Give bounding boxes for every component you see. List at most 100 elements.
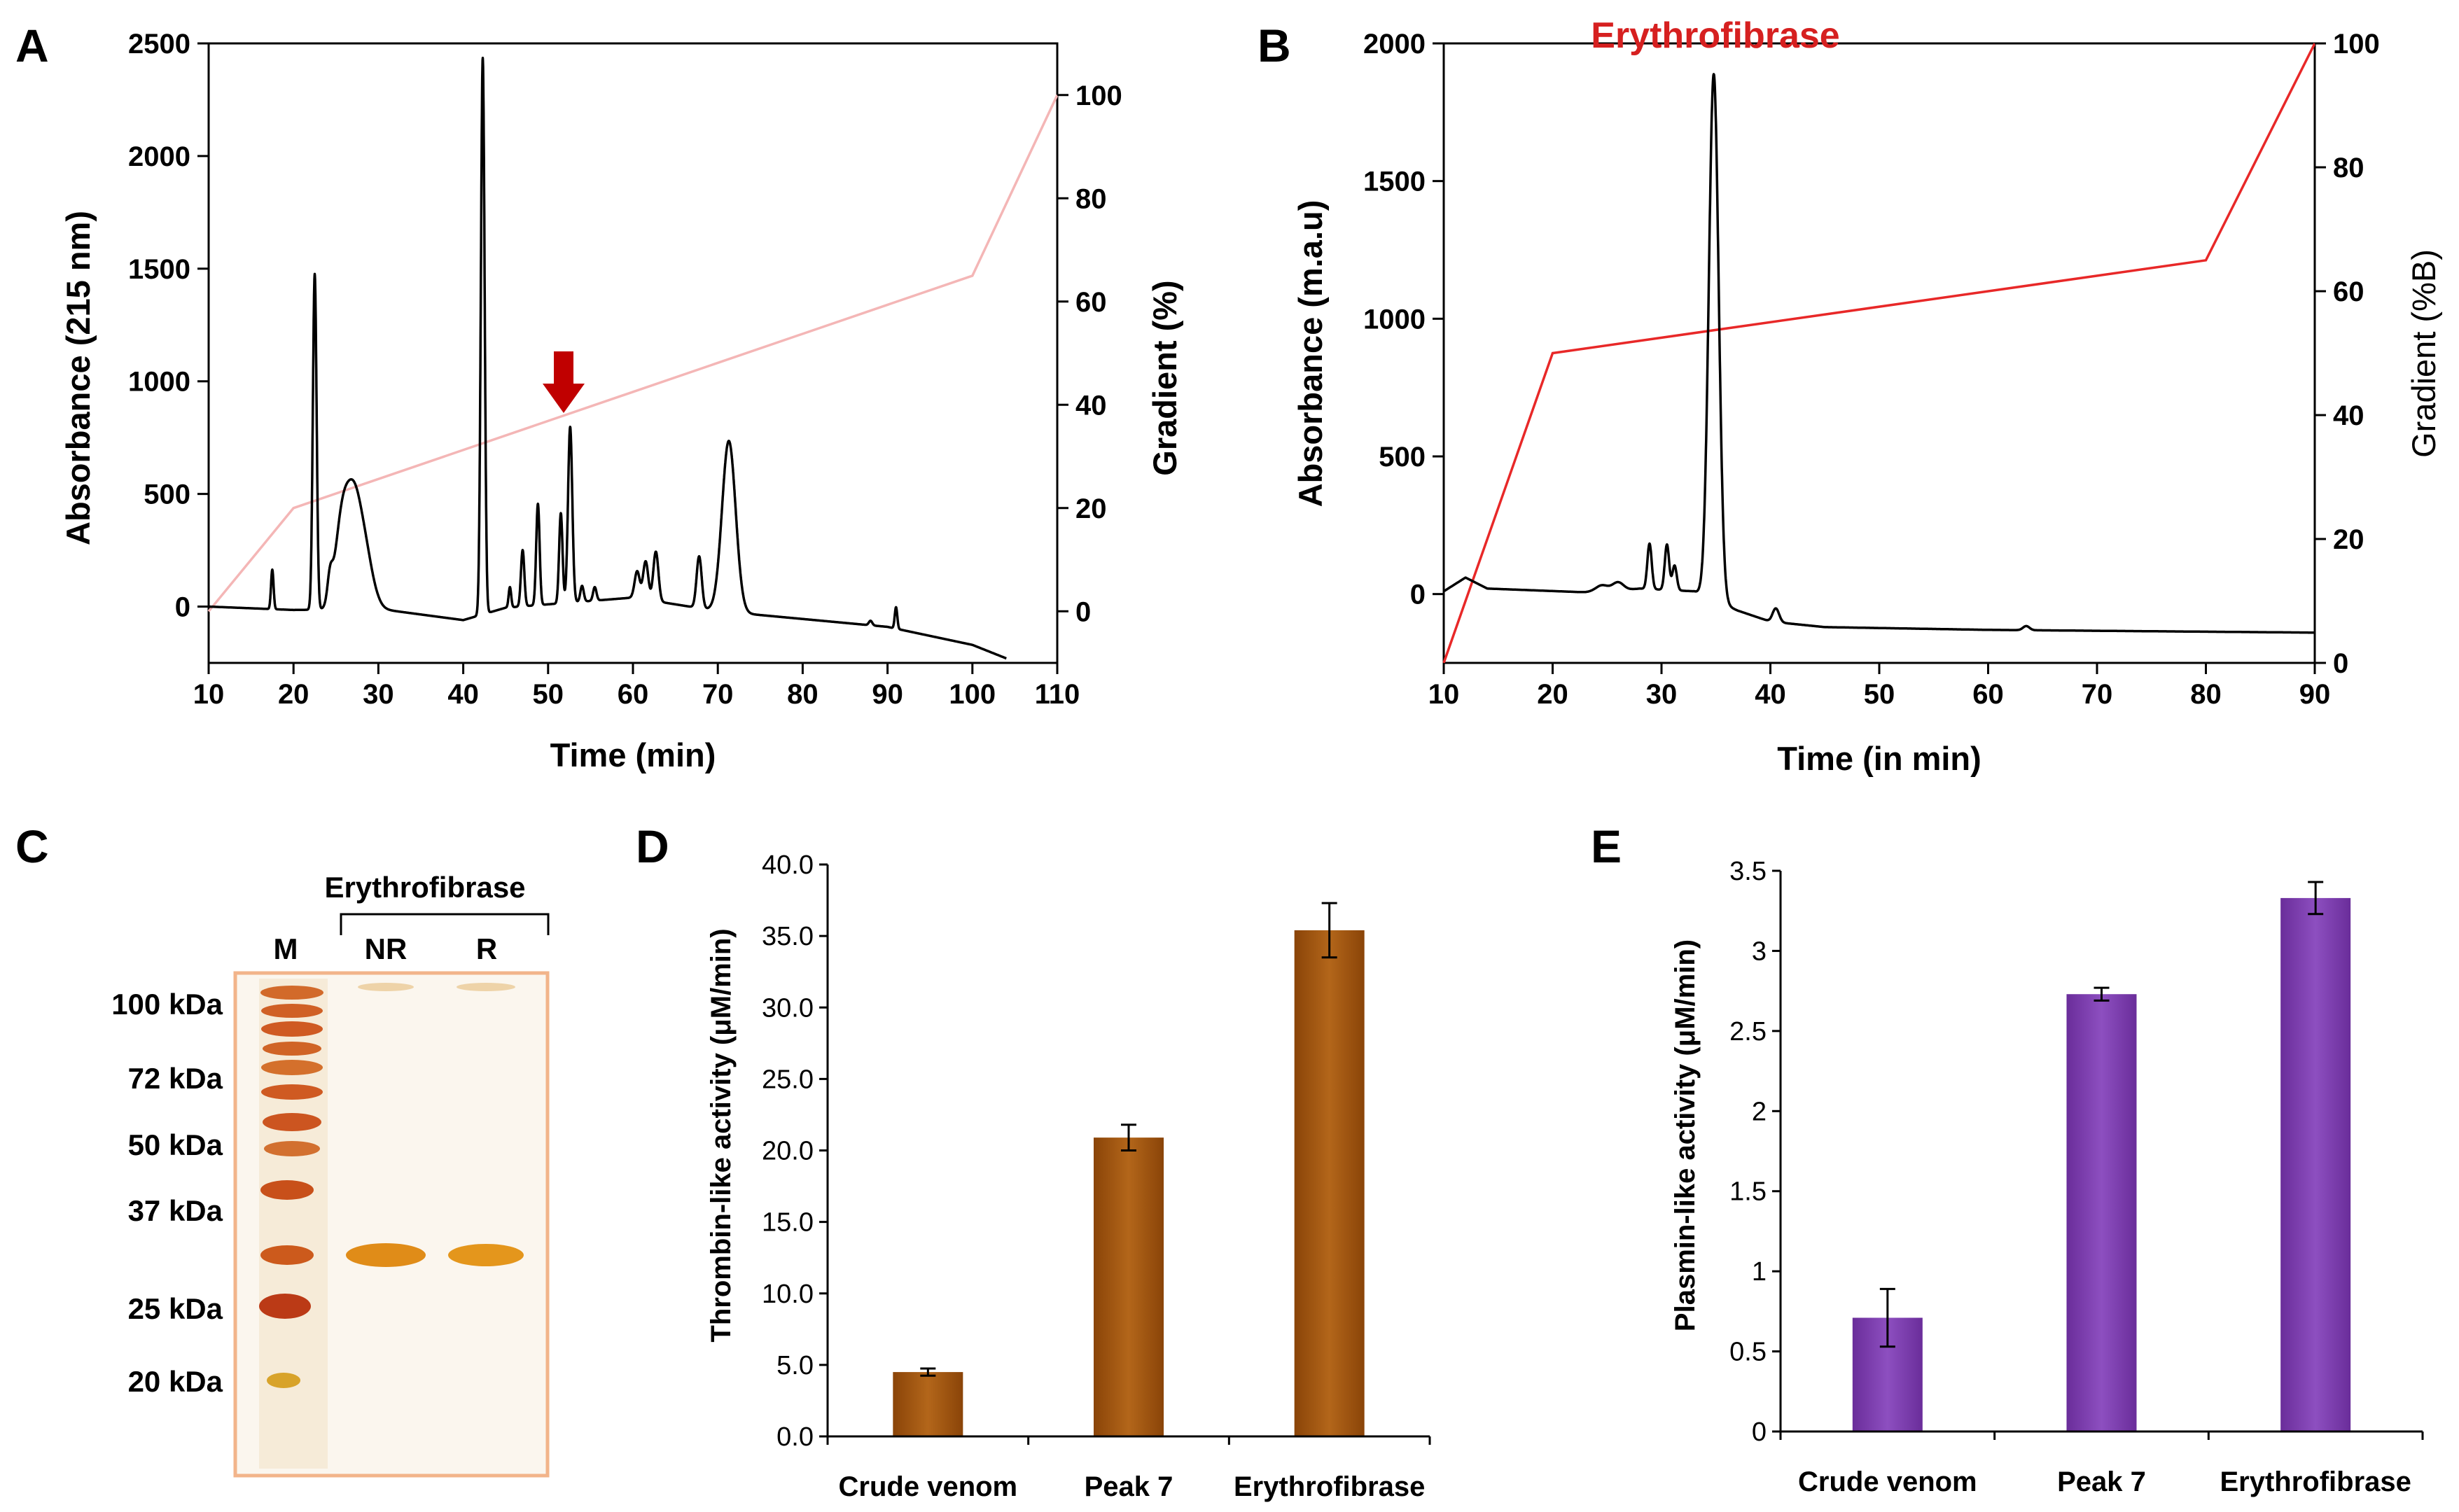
y-tick-label-d: 10.0: [762, 1280, 814, 1309]
y-tick-label-e: 3: [1752, 937, 1767, 966]
panel-letter-d: D: [636, 820, 669, 872]
y-tick-label-d: 15.0: [762, 1208, 814, 1238]
category-label-e: Erythrofibrase: [2220, 1466, 2411, 1497]
panel-letter-c: C: [15, 820, 49, 872]
y-axis-left-b: 0 500 1000 1500 2000: [1363, 29, 1444, 610]
y-axis-right-b: 0 20 40 60 80 100: [2315, 29, 2380, 679]
gel-group-label: Erythrofibrase: [324, 871, 525, 904]
bar-e: [2280, 897, 2351, 1432]
absorbance-path-b: [1442, 73, 2316, 634]
x-tick-label-a: 40: [447, 679, 479, 710]
y-right-tick-label-b: 80: [2333, 153, 2364, 183]
y-axis-right-title-b: Gradient (%B): [2405, 249, 2442, 458]
lane-label-nr: NR: [365, 932, 407, 965]
y-tick-label-e: 2: [1752, 1097, 1767, 1126]
chromatogram-b: 10 20 30 40 50 60 70 80 90 0 500 1000 1500 2000 0 20 4…: [1292, 15, 2442, 777]
lane-nr-bands: [346, 983, 426, 1267]
axes-e: Crude venom Peak 7 Erythrofibrase 0 0.5 1 1.5 2…: [1729, 857, 2424, 1497]
marker-label-20: 20 kDa: [128, 1365, 223, 1398]
peak-arrow-a: [543, 351, 585, 413]
bars-e: [1852, 881, 2351, 1432]
category-label-e: Crude venom: [1798, 1466, 1977, 1497]
x-tick-label-a: 60: [618, 679, 649, 710]
y-tick-label-d: 40.0: [762, 850, 814, 880]
x-tick-label-a: 80: [787, 679, 818, 710]
y-tick-label-b: 1500: [1363, 167, 1426, 197]
x-tick-label-a: 110: [1035, 679, 1080, 710]
axes-d: Crude venom Peak 7 Erythrofibrase 0.0 5.0 10.…: [762, 850, 1431, 1502]
y-tick-label-b: 2000: [1363, 29, 1426, 59]
y-right-tick-label-b: 0: [2333, 648, 2348, 679]
chromatogram-b-frame: [1442, 42, 2316, 664]
x-tick-label-b: 60: [1972, 679, 2004, 710]
y-tick-label-a: 1000: [128, 367, 190, 398]
x-tick-label-a: 20: [278, 679, 309, 710]
gradient-line-a: [207, 94, 1059, 612]
category-label-d: Crude venom: [839, 1471, 1018, 1502]
x-tick-label-a: 10: [193, 679, 225, 710]
y-axis-left-a: 0 500 1000 1500 2000 2500: [128, 29, 209, 623]
lane-label-m: M: [274, 932, 298, 965]
marker-label-100: 100 kDa: [111, 988, 223, 1021]
y-tick-label-e: 0: [1752, 1418, 1767, 1447]
x-tick-label-b: 50: [1864, 679, 1895, 710]
y-axis-title-d: Thrombin-like activity (μM/min): [706, 928, 737, 1342]
y-axis-title-b: Absorbance (m.a.u): [1292, 200, 1329, 507]
x-tick-label-b: 70: [2082, 679, 2113, 710]
x-axis-title-a: Time (min): [550, 736, 716, 774]
y-tick-label-a: 0: [175, 592, 190, 623]
y-right-tick-label-a: 20: [1075, 493, 1107, 524]
y-axis-title-a: Absorbance (215 nm): [60, 211, 97, 545]
chromatogram-a: 10 20 30 40 50 60 70 80 90 100 110 050010001500200…: [60, 29, 1183, 774]
y-right-tick-label-a: 60: [1075, 287, 1107, 318]
bar-d: [893, 1372, 963, 1436]
panel-letter-e: E: [1591, 820, 1622, 872]
y-right-tick-label-b: 100: [2333, 29, 2380, 59]
x-tick-label-b: 40: [1755, 679, 1786, 710]
marker-label-50: 50 kDa: [128, 1128, 223, 1161]
y-tick-label-a: 1500: [128, 254, 190, 285]
y-tick-label-a: 2500: [128, 29, 190, 59]
category-label-e: Peak 7: [2057, 1466, 2146, 1497]
category-label-d: Erythrofibrase: [1234, 1471, 1425, 1502]
x-tick-label-b: 90: [2299, 679, 2331, 710]
sds-page-gel: Erythrofibrase M NR R: [111, 871, 550, 1478]
lane-r-bands: [448, 983, 524, 1266]
y-tick-label-d: 20.0: [762, 1137, 814, 1166]
gradient-polyline-b: [1442, 43, 2316, 664]
absorbance-trace-a: [207, 57, 1008, 660]
y-right-tick-label-b: 40: [2333, 400, 2364, 431]
y-tick-label-a: 2000: [128, 141, 190, 172]
marker-label-72: 72 kDa: [128, 1062, 223, 1095]
bar-chart-d: Crude venom Peak 7 Erythrofibrase 0.0 5.0 10.…: [706, 850, 1431, 1502]
y-axis-right-title-a: Gradient (%): [1146, 280, 1183, 475]
chart-title-b: Erythrofibrase: [1591, 15, 1839, 56]
y-right-tick-label-a: 40: [1075, 390, 1107, 421]
y-tick-label-b: 500: [1379, 442, 1426, 472]
y-axis-right-a: 0 20 40 60 80 100: [1057, 80, 1122, 627]
bar-d: [1094, 1138, 1164, 1436]
bars-d: [893, 902, 1365, 1436]
y-tick-label-e: 1.5: [1729, 1177, 1767, 1207]
x-tick-label-b: 80: [2190, 679, 2222, 710]
gradient-line-b: [1442, 43, 2316, 664]
x-axis-a: 10 20 30 40 50 60 70 80 90 100 110: [193, 663, 1080, 710]
y-right-tick-label-a: 80: [1075, 183, 1107, 214]
x-axis-b: 10 20 30 40 50 60 70 80 90: [1428, 663, 2331, 710]
gradient-polyline-a: [207, 94, 1059, 612]
y-axis-title-e: Plasmin-like activity (μM/min): [1670, 939, 1701, 1331]
bar-d: [1294, 930, 1365, 1436]
y-right-tick-label-b: 60: [2333, 276, 2364, 307]
y-tick-label-e: 0.5: [1729, 1338, 1767, 1367]
x-tick-label-a: 70: [702, 679, 734, 710]
absorbance-path-a: [207, 57, 1008, 660]
x-axis-title-b: Time (in min): [1777, 740, 1981, 777]
y-tick-label-b: 0: [1410, 580, 1426, 610]
x-tick-label-b: 20: [1537, 679, 1568, 710]
panel-letter-b: B: [1258, 20, 1291, 71]
y-tick-label-e: 1: [1752, 1257, 1767, 1287]
bar-e: [2066, 994, 2137, 1432]
y-tick-label-d: 30.0: [762, 993, 814, 1023]
chromatogram-a-frame: [207, 42, 1059, 664]
